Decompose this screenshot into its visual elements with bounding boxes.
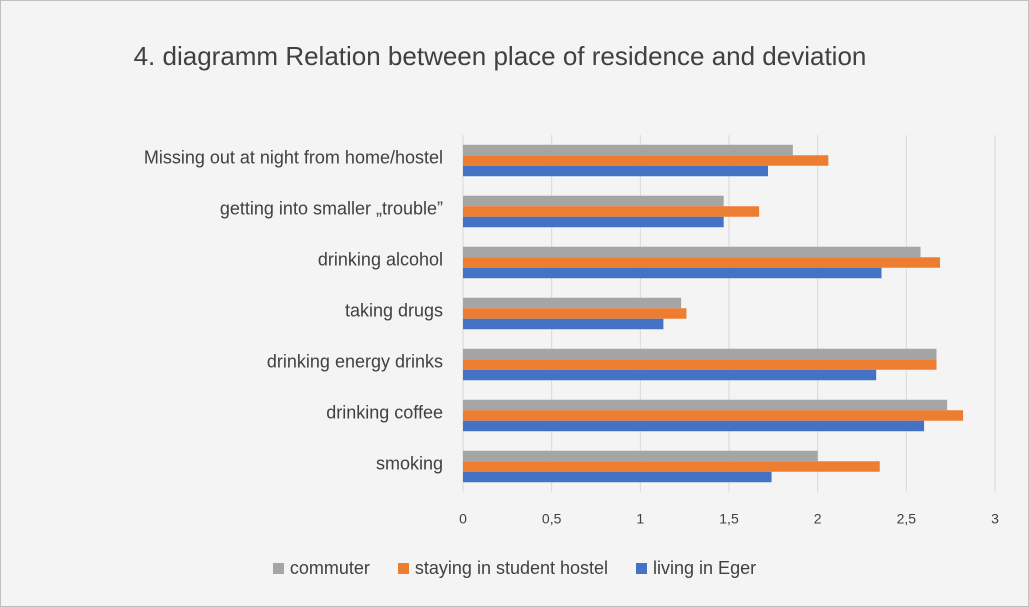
- y-tick-label: smoking: [376, 453, 443, 473]
- bar: [463, 216, 724, 228]
- legend-label: living in Eger: [653, 558, 757, 578]
- legend-swatch: [272, 563, 284, 574]
- bar: [463, 297, 682, 309]
- bar: [463, 155, 829, 166]
- bar: [463, 369, 877, 381]
- x-tick-label: 0: [459, 511, 467, 527]
- x-tick-label: 3: [991, 511, 999, 527]
- y-tick-label: drinking energy drinks: [267, 351, 443, 371]
- y-tick-label: taking drugs: [345, 300, 443, 320]
- bar: [463, 165, 769, 177]
- legend: commuter staying in student hostel living …: [0, 558, 1029, 579]
- legend-label: staying in student hostel: [414, 558, 609, 578]
- x-tick-label: 0,5: [542, 511, 562, 527]
- y-tick-label: Missing out at night from home/hostel: [144, 147, 443, 167]
- y-tick-label: getting into smaller „trouble”: [220, 198, 443, 218]
- x-tick-label: 1,5: [719, 511, 739, 527]
- bar: [463, 461, 880, 472]
- bar: [463, 359, 937, 370]
- bar: [463, 348, 937, 360]
- bar: [463, 246, 921, 258]
- x-tick-label: 1: [636, 511, 644, 527]
- legend-swatch: [397, 563, 409, 574]
- bar: [463, 144, 793, 156]
- legend-item: living in Eger: [636, 558, 756, 579]
- bar: [463, 267, 882, 279]
- bar: [463, 420, 925, 432]
- legend-swatch: [636, 563, 648, 574]
- chart-title: 4. diagramm Relation between place of re…: [133, 41, 867, 71]
- legend-item: staying in student hostel: [397, 558, 609, 579]
- bar: [463, 399, 948, 411]
- legend-label: commuter: [289, 558, 370, 578]
- x-tick-label: 2,5: [897, 511, 917, 527]
- bar: [463, 206, 760, 217]
- bar: [463, 318, 664, 330]
- bar: [463, 471, 772, 483]
- bar: [463, 450, 818, 462]
- bar: [463, 410, 964, 421]
- bar: [463, 257, 941, 268]
- legend-item: commuter: [272, 558, 370, 579]
- y-tick-label: drinking coffee: [326, 402, 443, 422]
- x-tick-label: 2: [814, 511, 822, 527]
- bar: [463, 195, 724, 207]
- bar: [463, 308, 687, 319]
- y-tick-label: drinking alcohol: [318, 249, 443, 269]
